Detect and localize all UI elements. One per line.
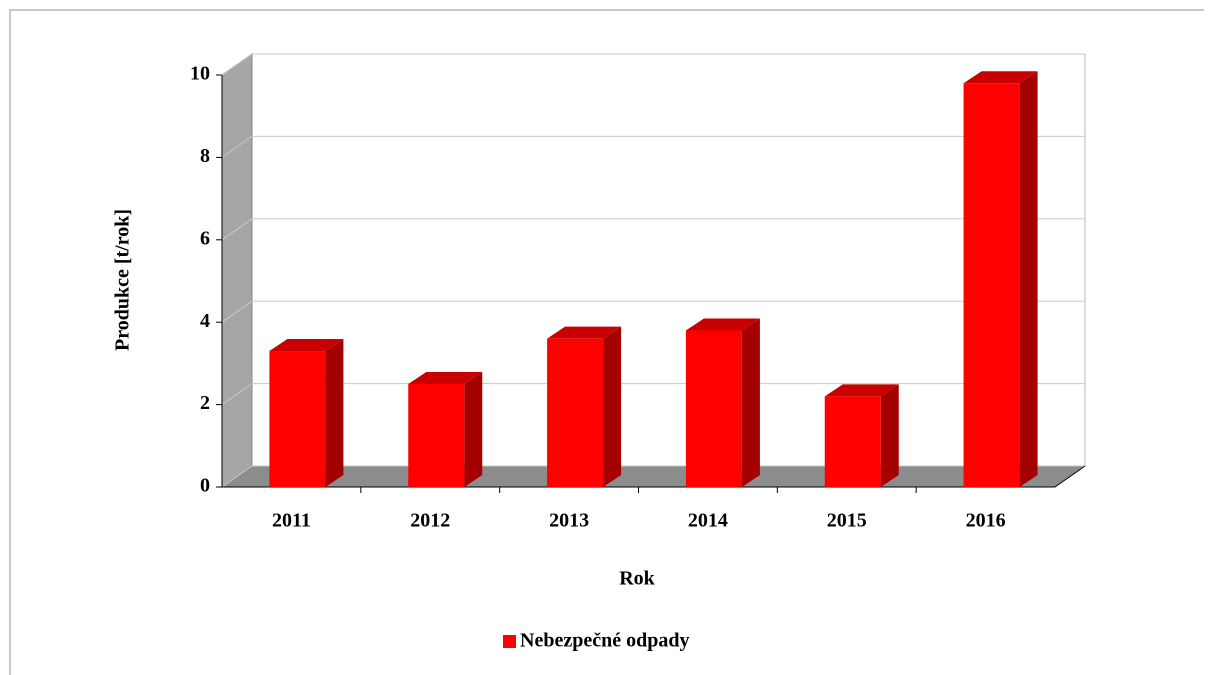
floor: [222, 466, 1085, 487]
bar-side: [464, 372, 483, 487]
y-tick-label: 2: [200, 392, 210, 414]
y-tick-label: 0: [200, 475, 210, 497]
frame: [9, 9, 1204, 675]
bar-side: [325, 339, 344, 487]
back-wall: [251, 53, 1086, 467]
bar-top: [963, 71, 1038, 84]
bar-side: [741, 318, 760, 487]
side-grid-line: [221, 383, 253, 406]
x-tick-label: 2012: [410, 510, 450, 532]
side-grid-line: [221, 465, 253, 488]
bar: [685, 330, 742, 487]
side-grid-line: [221, 135, 253, 158]
x-tick-label: 2015: [827, 510, 867, 532]
side-wall: [221, 53, 253, 488]
legend-swatch: [503, 635, 516, 648]
side-grid-line: [221, 218, 253, 241]
y-axis-title: Produkce [t/rok]: [112, 209, 134, 351]
x-tick-label: 2016: [966, 510, 1006, 532]
x-axis-title: Rok: [619, 568, 655, 590]
bar-top: [269, 339, 344, 352]
y-tick-label: 4: [200, 310, 210, 332]
bar-top: [824, 384, 899, 397]
side-grid-line: [221, 53, 253, 76]
bar: [269, 351, 326, 487]
y-tick-label: 6: [200, 227, 210, 249]
legend-label: Nebezpečné odpady: [520, 630, 689, 652]
bar-side: [1019, 71, 1038, 488]
bar: [547, 338, 604, 487]
bar-top: [685, 318, 760, 331]
bar-side: [880, 384, 899, 487]
x-tick-label: 2011: [272, 510, 311, 532]
side-grid-line: [221, 300, 253, 323]
bar-top: [547, 326, 622, 339]
y-tick-label: 10: [190, 63, 210, 85]
bar-top: [408, 372, 483, 384]
bar: [408, 384, 465, 487]
x-tick-label: 2014: [688, 510, 728, 532]
bar: [824, 396, 881, 487]
bar: [963, 83, 1020, 488]
x-tick-label: 2013: [549, 510, 589, 532]
y-tick-label: 8: [200, 145, 210, 167]
bar-side: [603, 326, 622, 487]
